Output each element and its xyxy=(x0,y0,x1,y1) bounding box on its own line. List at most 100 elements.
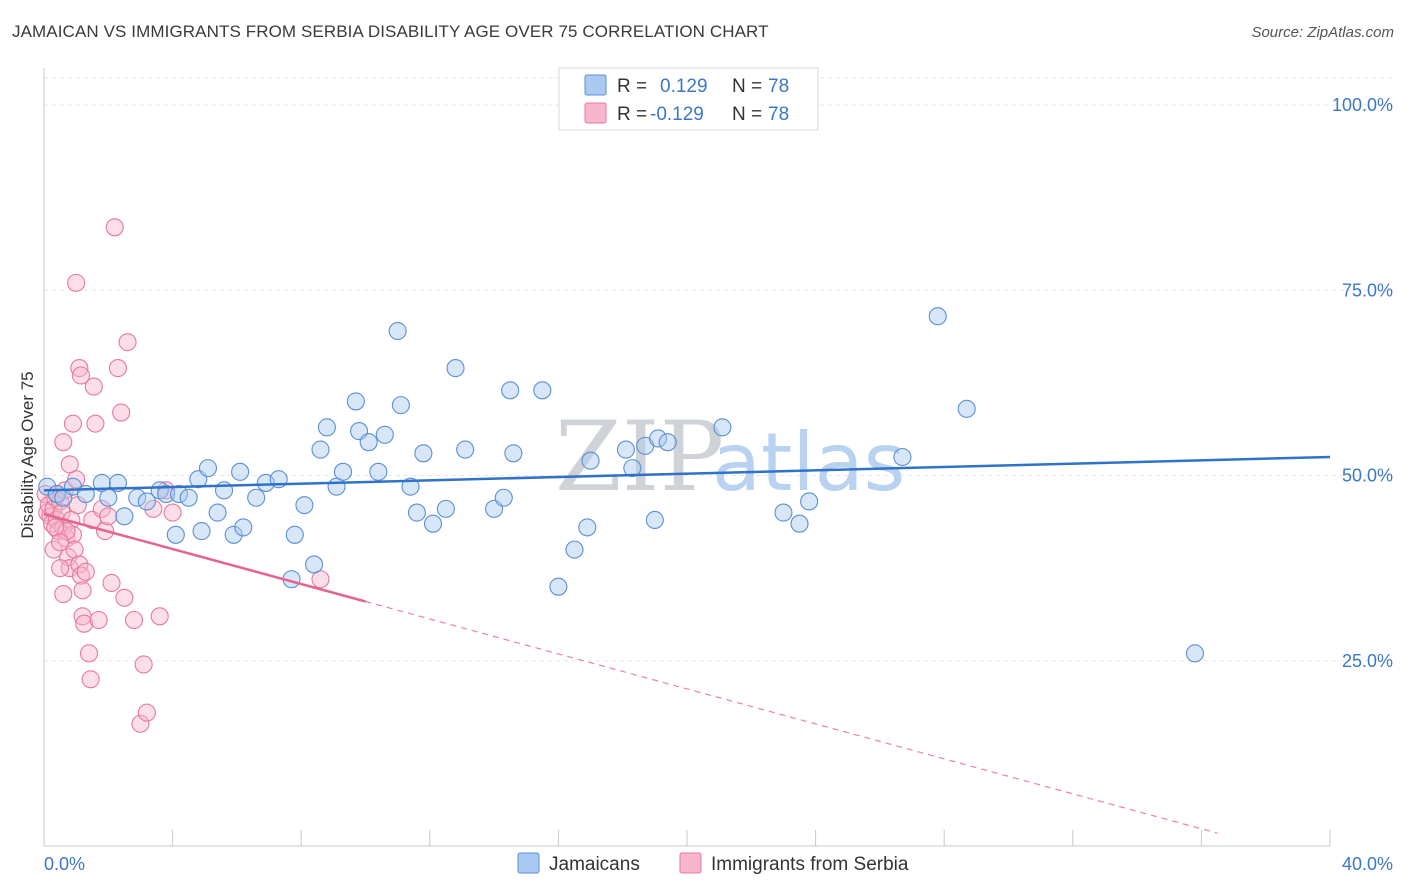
trend-line-serbia-extension xyxy=(365,600,1218,834)
series-jamaicans xyxy=(38,307,1205,663)
data-point-serbia xyxy=(112,403,131,422)
data-point-serbia xyxy=(86,414,105,433)
data-point-jamaicans xyxy=(407,503,426,522)
data-point-jamaicans xyxy=(533,381,552,400)
data-point-jamaicans xyxy=(893,447,912,467)
data-point-jamaicans xyxy=(578,518,597,537)
data-point-serbia xyxy=(70,359,89,378)
data-point-jamaicans xyxy=(305,555,324,574)
data-point-jamaicans xyxy=(346,392,365,411)
data-point-jamaicans xyxy=(957,399,976,418)
data-point-jamaicans xyxy=(494,488,513,507)
data-point-serbia xyxy=(131,714,150,733)
data-point-serbia xyxy=(105,218,124,237)
data-point-jamaicans xyxy=(359,433,378,452)
data-point-jamaicans xyxy=(401,477,420,496)
legend-n-label: N = xyxy=(732,104,762,125)
data-point-serbia xyxy=(144,499,163,518)
legend-swatch-serbia xyxy=(679,852,702,874)
legend-swatch-serbia xyxy=(584,102,607,124)
data-point-serbia xyxy=(92,499,111,518)
data-point-jamaicans xyxy=(234,518,253,537)
data-point-jamaicans xyxy=(649,429,668,448)
data-point-jamaicans xyxy=(391,396,410,415)
data-point-jamaicans xyxy=(375,425,394,444)
data-point-serbia xyxy=(102,573,121,593)
data-point-jamaicans xyxy=(333,462,353,481)
data-point-jamaicans xyxy=(790,514,809,533)
data-point-jamaicans xyxy=(616,440,635,459)
data-point-jamaicans xyxy=(645,510,664,530)
data-point-serbia xyxy=(54,433,73,452)
data-point-serbia xyxy=(57,522,76,541)
data-point-jamaicans xyxy=(800,492,819,511)
data-point-serbia xyxy=(76,562,95,581)
legend-swatch-jamaicans xyxy=(584,74,607,96)
data-point-serbia xyxy=(73,581,92,600)
data-point-jamaicans xyxy=(224,525,243,544)
data-point-serbia xyxy=(84,377,103,396)
data-point-jamaicans xyxy=(1185,644,1205,663)
x-tick-label: 40.0% xyxy=(1342,854,1393,874)
data-point-jamaicans xyxy=(231,462,250,481)
data-point-serbia xyxy=(60,455,79,474)
data-point-jamaicans xyxy=(504,444,523,463)
data-point-jamaicans xyxy=(166,525,185,544)
series-immigrants-from-serbia xyxy=(36,218,330,733)
data-point-serbia xyxy=(99,507,118,526)
data-point-jamaicans xyxy=(169,484,189,504)
watermark: ZIP atlas xyxy=(555,401,905,513)
data-point-serbia xyxy=(81,670,100,689)
legend-r-label: R = xyxy=(617,104,647,125)
data-point-serbia xyxy=(75,614,94,633)
data-point-jamaicans xyxy=(247,488,266,507)
data-point-serbia xyxy=(51,559,70,578)
data-point-jamaicans xyxy=(414,444,433,463)
data-point-serbia xyxy=(44,540,63,559)
data-point-jamaicans xyxy=(446,359,465,378)
data-point-jamaicans xyxy=(581,451,600,470)
data-point-jamaicans xyxy=(115,507,134,526)
data-point-jamaicans xyxy=(388,321,407,341)
data-point-jamaicans xyxy=(456,440,475,459)
data-point-jamaicans xyxy=(423,514,443,533)
data-point-jamaicans xyxy=(128,488,147,507)
legend-r-value: 0.129 xyxy=(660,76,708,97)
legend-r-label: R = xyxy=(617,76,647,97)
data-point-jamaicans xyxy=(99,488,118,507)
data-point-serbia xyxy=(115,588,134,607)
data-point-serbia xyxy=(65,540,84,559)
data-point-jamaicans xyxy=(137,492,156,511)
data-point-serbia xyxy=(71,366,91,385)
y-tick-labels: 25.0% 50.0% 75.0% 100.0% xyxy=(1332,95,1393,671)
data-point-jamaicans xyxy=(198,459,218,478)
data-point-serbia xyxy=(150,607,169,626)
data-point-jamaicans xyxy=(192,522,211,541)
data-point-serbia xyxy=(163,503,182,522)
y-tick-label: 50.0% xyxy=(1342,466,1393,486)
data-point-jamaicans xyxy=(549,577,568,596)
data-point-serbia xyxy=(46,518,65,537)
trend-line-jamaicans xyxy=(43,455,1331,492)
data-point-jamaicans xyxy=(157,484,176,504)
y-tick-label: 25.0% xyxy=(1342,651,1393,671)
y-tick-label: 75.0% xyxy=(1342,280,1393,300)
data-point-jamaicans xyxy=(436,499,455,518)
data-point-serbia xyxy=(137,703,156,722)
data-point-jamaicans xyxy=(317,418,336,437)
data-point-serbia xyxy=(134,655,153,674)
data-point-jamaicans xyxy=(658,433,677,452)
data-point-serbia xyxy=(54,585,73,604)
y-tick-label: 100.0% xyxy=(1332,95,1393,115)
data-point-jamaicans xyxy=(928,307,947,326)
source-label: Source: ZipAtlas.com xyxy=(1251,24,1394,41)
data-point-jamaicans xyxy=(369,462,388,481)
legend-label-jamaicans: Jamaicans xyxy=(549,854,640,875)
data-point-jamaicans xyxy=(623,459,642,478)
data-point-serbia xyxy=(89,610,108,630)
data-point-serbia xyxy=(108,359,127,378)
data-point-serbia xyxy=(67,273,86,292)
grid-lines xyxy=(44,77,1392,662)
y-axis-label: Disability Age Over 75 xyxy=(18,371,37,538)
